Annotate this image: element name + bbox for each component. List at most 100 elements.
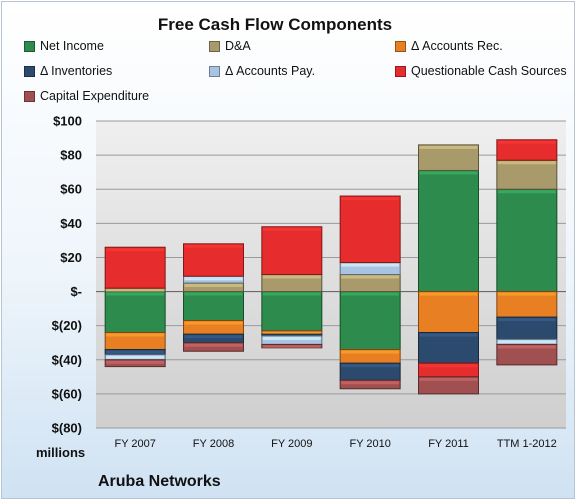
bar-highlight xyxy=(341,350,400,354)
legend-swatch xyxy=(209,40,220,52)
bar-highlight xyxy=(419,333,478,337)
bar-highlight xyxy=(262,227,321,231)
bar-segment xyxy=(418,291,479,333)
bar-highlight xyxy=(419,145,478,149)
y-tick-label: $(20) xyxy=(52,318,82,333)
legend-item: Δ Accounts Pay. xyxy=(209,64,315,78)
legend-label: Questionable Cash Sources xyxy=(411,64,567,78)
legend-label: Δ Accounts Rec. xyxy=(411,39,503,53)
company-name: Aruba Networks xyxy=(98,473,221,490)
x-tick-label: TTM 1-2012 xyxy=(497,438,557,450)
bar-segment xyxy=(496,188,558,293)
legend-swatch xyxy=(395,40,406,52)
bar-highlight xyxy=(419,292,478,296)
bar-highlight xyxy=(497,318,556,322)
bar-segment xyxy=(339,291,401,351)
bar-highlight xyxy=(341,381,400,385)
chart-title: Free Cash Flow Components xyxy=(157,15,393,34)
bar-segment xyxy=(261,291,323,332)
bar-segment xyxy=(496,139,558,161)
bar-highlight xyxy=(262,292,321,296)
bar-highlight xyxy=(497,190,556,194)
bar-highlight xyxy=(341,263,400,267)
legend-swatch xyxy=(209,65,220,77)
bar-segment xyxy=(183,291,244,322)
bar-highlight xyxy=(184,244,243,248)
bar-highlight xyxy=(106,350,165,354)
legend-item: Net Income xyxy=(24,39,104,53)
y-tick-label: $40 xyxy=(60,216,82,231)
y-tick-label: $80 xyxy=(60,148,82,163)
bar-segment xyxy=(104,246,166,289)
units-label: millions xyxy=(36,445,86,460)
bar-highlight xyxy=(184,321,243,325)
bar-highlight xyxy=(419,171,478,175)
bar-highlight xyxy=(419,377,478,381)
y-tick-label: $20 xyxy=(60,250,82,265)
bar-segment xyxy=(261,226,323,275)
y-tick-label: $- xyxy=(70,284,82,299)
legend-label: Net Income xyxy=(40,39,104,53)
x-tick-label: FY 2009 xyxy=(271,438,312,450)
x-tick-label: FY 2007 xyxy=(114,438,155,450)
bar-highlight xyxy=(341,292,400,296)
x-tick-label: FY 2008 xyxy=(193,438,234,450)
legend-item: Δ Inventories xyxy=(24,64,112,78)
bar-segment xyxy=(339,195,401,264)
legend-swatch xyxy=(24,65,35,77)
legend-label: Δ Inventories xyxy=(40,64,113,78)
legend-swatch xyxy=(395,65,406,77)
bar-highlight xyxy=(106,355,165,359)
bar-segment xyxy=(339,379,401,390)
bar-highlight xyxy=(262,336,321,340)
x-tick-label: FY 2011 xyxy=(428,438,469,450)
y-tick-label: $(80) xyxy=(52,421,82,436)
bar-highlight xyxy=(106,333,165,337)
x-tick-label: FY 2010 xyxy=(349,438,390,450)
bar-highlight xyxy=(262,345,321,348)
bar-highlight xyxy=(184,284,243,288)
bar-highlight xyxy=(184,292,243,296)
legend-label: D&A xyxy=(225,39,251,53)
bar-highlight xyxy=(262,275,321,279)
bar-highlight xyxy=(341,275,400,279)
legend-label: Δ Accounts Pay. xyxy=(225,64,316,78)
bar-segment xyxy=(418,376,479,395)
bar-highlight xyxy=(497,345,556,349)
bar-segment xyxy=(183,342,244,352)
bar-highlight xyxy=(184,335,243,339)
bar-highlight xyxy=(497,292,556,296)
legend-item: Questionable Cash Sources xyxy=(395,64,567,78)
legend-item: Capital Expenditure xyxy=(24,89,149,103)
bar-segment xyxy=(418,169,479,293)
legend-swatch xyxy=(24,40,35,52)
bar-highlight xyxy=(262,331,321,335)
bar-segment xyxy=(496,291,558,318)
y-tick-label: $(60) xyxy=(52,386,82,401)
y-tick-label: $60 xyxy=(60,182,82,197)
bar-segment xyxy=(496,159,558,190)
bar-highlight xyxy=(106,248,165,252)
bar-highlight xyxy=(419,364,478,368)
bar-highlight xyxy=(106,360,165,364)
bar-segment xyxy=(418,144,479,171)
plot-area xyxy=(96,121,566,428)
bar-highlight xyxy=(184,277,243,281)
bar-highlight xyxy=(184,343,243,347)
bar-highlight xyxy=(341,197,400,201)
bar-segment xyxy=(418,331,479,364)
legend-item: D&A xyxy=(209,39,251,53)
bar-highlight xyxy=(341,364,400,368)
bar-segment xyxy=(183,243,244,277)
y-tick-label: $100 xyxy=(53,114,82,129)
bar-segment xyxy=(496,343,558,366)
legend-swatch xyxy=(24,90,35,102)
bar-highlight xyxy=(497,161,556,165)
legend-label: Capital Expenditure xyxy=(40,89,150,103)
y-tick-label: $(40) xyxy=(52,352,82,367)
bar-highlight xyxy=(497,340,556,344)
legend-item: Δ Accounts Rec. xyxy=(395,39,503,53)
bar-highlight xyxy=(106,289,165,292)
